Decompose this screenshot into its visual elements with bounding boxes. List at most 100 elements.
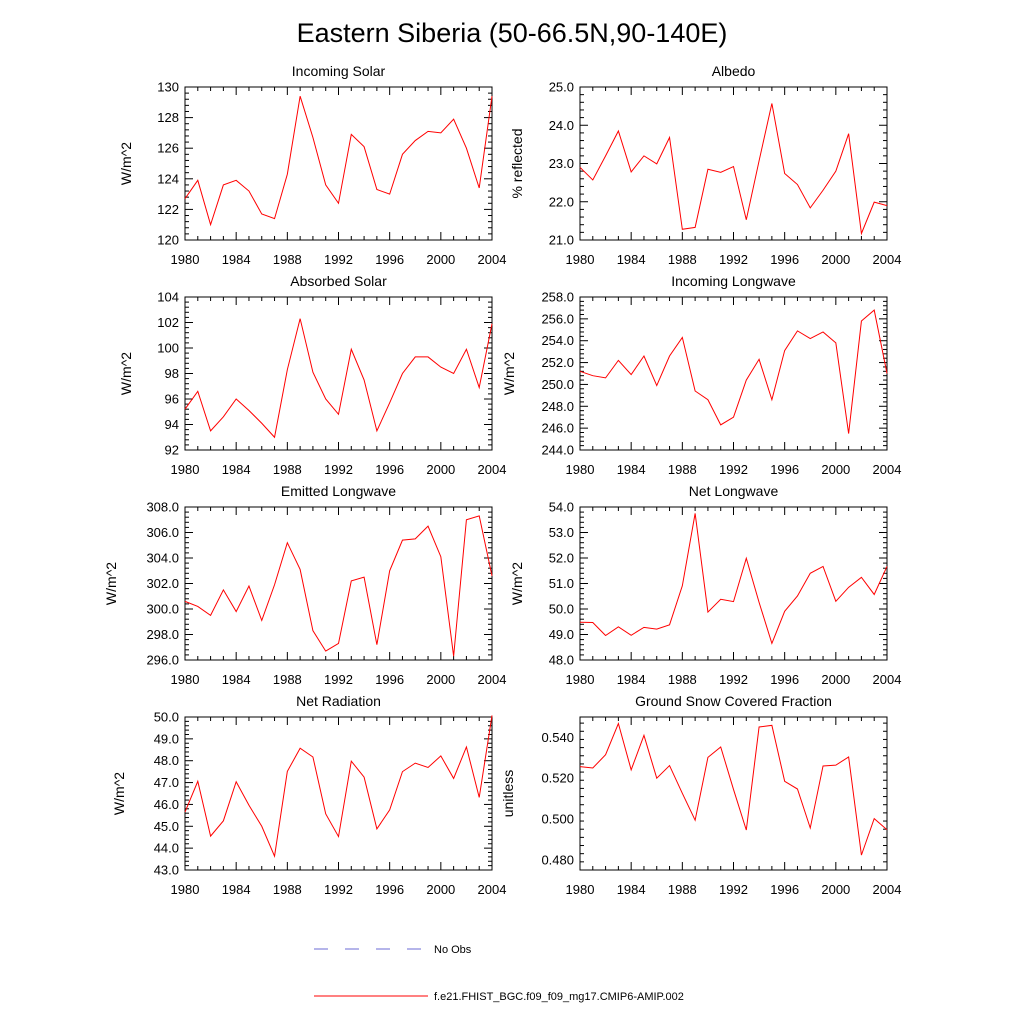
y-tick-label: 96 xyxy=(165,392,179,407)
y-tick-label: 126 xyxy=(157,141,179,156)
y-tick-label: 122 xyxy=(157,202,179,217)
y-tick-label: 47.0 xyxy=(154,775,179,790)
y-axis-label-net-radiation: W/m^2 xyxy=(111,772,127,815)
y-tick-label: 298.0 xyxy=(146,627,179,642)
panel-emitted-longwave: Emitted Longwave W/m^2 1980 1984 1988 1992 199… xyxy=(103,483,506,687)
plot-frame-net-radiation xyxy=(184,716,493,871)
plot-frame-absorbed-solar xyxy=(184,296,493,451)
y-tick-label: 102 xyxy=(157,315,179,330)
y-tick-label: 252.0 xyxy=(541,355,574,370)
figure-title: Eastern Siberia (50-66.5N,90-140E) xyxy=(297,18,728,48)
x-tick-label: 1996 xyxy=(375,882,404,897)
x-tick-label: 1980 xyxy=(171,672,200,687)
panel-net-radiation: Net Radiation W/m^2 1980 1984 1988 1992 1996 20… xyxy=(111,693,506,897)
series-line-net-longwave xyxy=(579,513,888,645)
series-line-absorbed-solar xyxy=(184,318,493,439)
y-tick-label: 308.0 xyxy=(146,500,179,515)
x-tick-label: 1992 xyxy=(719,462,748,477)
panel-title-albedo: Albedo xyxy=(712,63,756,79)
x-tick-label: 1980 xyxy=(566,672,595,687)
panel-title-ground-snow-covered-fraction: Ground Snow Covered Fraction xyxy=(635,693,832,709)
x-tick-label: 1992 xyxy=(324,462,353,477)
legend: No Obs f.e21.FHIST_BGC.f09_f09_mg17.CMIP… xyxy=(314,944,684,1003)
y-tick-label: 43.0 xyxy=(154,863,179,878)
y-tick-label: 304.0 xyxy=(146,551,179,566)
x-tick-label: 1992 xyxy=(719,672,748,687)
series-line-ground-snow-covered-fraction xyxy=(579,721,888,856)
x-tick-label: 2004 xyxy=(873,462,902,477)
x-tick-label: 1988 xyxy=(668,462,697,477)
y-tick-label: 22.0 xyxy=(549,194,574,209)
x-tick-label: 1984 xyxy=(222,672,251,687)
x-tick-label: 1984 xyxy=(222,462,251,477)
panel-title-incoming-longwave: Incoming Longwave xyxy=(671,273,796,289)
y-tick-label: 0.480 xyxy=(541,852,574,867)
panel-ground-snow-covered-fraction: Ground Snow Covered Fraction unitless 1980… xyxy=(500,693,901,897)
x-tick-label: 2000 xyxy=(821,252,850,267)
x-tick-label: 2000 xyxy=(426,462,455,477)
y-tick-label: 53.0 xyxy=(549,525,574,540)
y-tick-label: 306.0 xyxy=(146,525,179,540)
series-line-albedo xyxy=(579,103,888,236)
x-tick-label: 2000 xyxy=(821,462,850,477)
y-axis-label-albedo: % reflected xyxy=(509,128,525,198)
x-tick-label: 1992 xyxy=(719,252,748,267)
y-tick-label: 0.540 xyxy=(541,730,574,745)
x-tick-label: 2004 xyxy=(478,882,507,897)
x-tick-label: 2000 xyxy=(821,882,850,897)
x-tick-label: 1992 xyxy=(324,672,353,687)
y-tick-label: 50.0 xyxy=(154,710,179,725)
y-tick-label: 50.0 xyxy=(549,602,574,617)
y-tick-label: 45.0 xyxy=(154,819,179,834)
y-tick-label: 254.0 xyxy=(541,333,574,348)
x-tick-label: 1988 xyxy=(668,672,697,687)
plot-frame-net-longwave xyxy=(579,506,888,661)
x-tick-label: 1992 xyxy=(324,882,353,897)
x-tick-label: 1992 xyxy=(324,252,353,267)
x-tick-label: 1996 xyxy=(375,252,404,267)
x-tick-label: 1984 xyxy=(617,882,646,897)
y-tick-label: 302.0 xyxy=(146,576,179,591)
x-tick-label: 2004 xyxy=(478,462,507,477)
panel-title-net-radiation: Net Radiation xyxy=(296,693,381,709)
panel-title-incoming-solar: Incoming Solar xyxy=(292,63,386,79)
x-tick-label: 1996 xyxy=(770,672,799,687)
y-tick-label: 92 xyxy=(165,443,179,458)
y-tick-label: 48.0 xyxy=(549,653,574,668)
x-tick-label: 1980 xyxy=(566,882,595,897)
y-tick-label: 130 xyxy=(157,80,179,95)
plot-frame-incoming-solar xyxy=(184,86,493,241)
x-tick-label: 1996 xyxy=(770,252,799,267)
y-tick-label: 54.0 xyxy=(549,500,574,515)
y-tick-label: 128 xyxy=(157,110,179,125)
y-tick-label: 296.0 xyxy=(146,653,179,668)
legend-label-model: f.e21.FHIST_BGC.f09_f09_mg17.CMIP6-AMIP.… xyxy=(434,991,684,1003)
panel-title-net-longwave: Net Longwave xyxy=(689,483,779,499)
plot-frame-incoming-longwave xyxy=(579,296,888,451)
x-tick-label: 1980 xyxy=(171,462,200,477)
panel-title-absorbed-solar: Absorbed Solar xyxy=(290,273,387,289)
plot-frame-albedo xyxy=(579,86,888,241)
x-tick-label: 1980 xyxy=(566,462,595,477)
y-axis-label-ground-snow-covered-fraction: unitless xyxy=(500,770,516,817)
panel-albedo: Albedo % reflected 1980 1984 1988 1992 1996 200… xyxy=(509,63,901,267)
y-tick-label: 21.0 xyxy=(549,233,574,248)
y-tick-label: 25.0 xyxy=(549,80,574,95)
legend-label-no-obs: No Obs xyxy=(434,944,472,956)
x-tick-label: 1980 xyxy=(171,252,200,267)
y-tick-label: 124 xyxy=(157,171,179,186)
y-axis-label-absorbed-solar: W/m^2 xyxy=(118,352,134,395)
y-tick-label: 258.0 xyxy=(541,290,574,305)
panels-grid: Incoming Solar W/m^2 1980 1984 1988 1992 1996 2… xyxy=(103,63,901,897)
x-tick-label: 1988 xyxy=(273,882,302,897)
plot-frame-ground-snow-covered-fraction xyxy=(579,716,888,871)
y-tick-label: 24.0 xyxy=(549,118,574,133)
y-tick-label: 23.0 xyxy=(549,156,574,171)
panel-incoming-solar: Incoming Solar W/m^2 1980 1984 1988 1992 1996 2… xyxy=(118,63,506,267)
y-tick-label: 0.500 xyxy=(541,812,574,827)
x-tick-label: 1984 xyxy=(617,462,646,477)
y-tick-label: 98 xyxy=(165,366,179,381)
x-tick-label: 2004 xyxy=(873,882,902,897)
x-tick-label: 1984 xyxy=(222,252,251,267)
x-tick-label: 2000 xyxy=(426,882,455,897)
